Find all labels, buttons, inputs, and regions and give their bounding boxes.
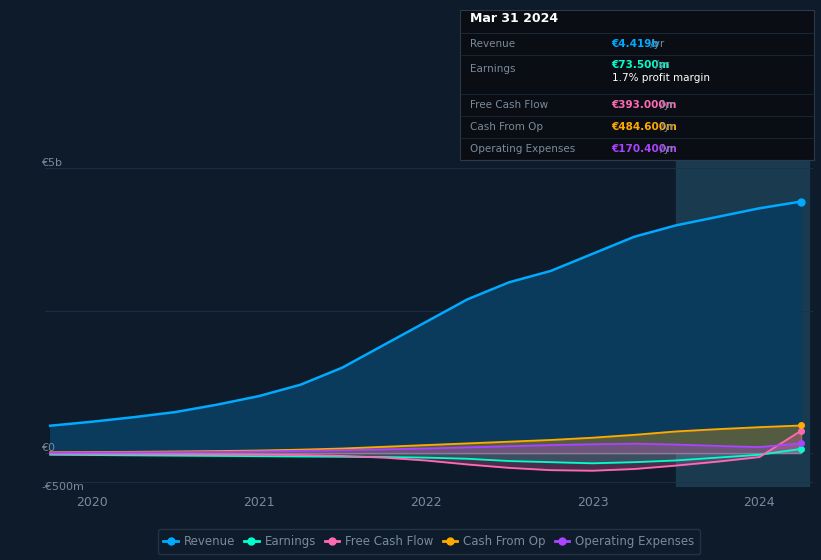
Bar xyxy=(676,140,810,487)
Text: -€500m: -€500m xyxy=(41,482,85,492)
Text: /yr: /yr xyxy=(653,60,670,70)
Text: €0: €0 xyxy=(41,443,55,453)
Text: /yr: /yr xyxy=(658,100,675,110)
Text: Mar 31 2024: Mar 31 2024 xyxy=(470,12,557,25)
Text: €5b: €5b xyxy=(41,158,62,169)
Text: /yr: /yr xyxy=(647,39,664,49)
Text: €170.400m: €170.400m xyxy=(612,144,677,153)
Text: /yr: /yr xyxy=(658,122,675,132)
Text: €484.600m: €484.600m xyxy=(612,122,677,132)
Text: /yr: /yr xyxy=(658,144,675,153)
Text: Revenue: Revenue xyxy=(470,39,515,49)
Text: 1.7% profit margin: 1.7% profit margin xyxy=(612,73,709,82)
Legend: Revenue, Earnings, Free Cash Flow, Cash From Op, Operating Expenses: Revenue, Earnings, Free Cash Flow, Cash … xyxy=(158,529,700,554)
Text: Free Cash Flow: Free Cash Flow xyxy=(470,100,548,110)
Text: €4.419b: €4.419b xyxy=(612,39,659,49)
Text: Earnings: Earnings xyxy=(470,64,515,73)
Text: €393.000m: €393.000m xyxy=(612,100,677,110)
Text: Cash From Op: Cash From Op xyxy=(470,122,543,132)
Text: €73.500m: €73.500m xyxy=(612,60,670,70)
Text: Operating Expenses: Operating Expenses xyxy=(470,144,575,153)
